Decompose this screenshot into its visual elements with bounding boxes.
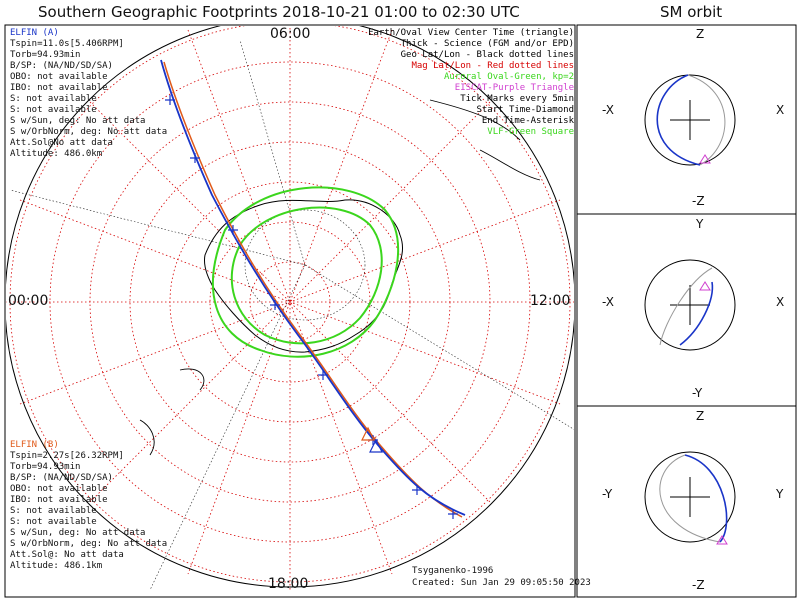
panel3-top: Z (696, 409, 705, 423)
legend-item: Start Time-Diamond (476, 105, 574, 115)
elfin-a-line: Tspin=11.0s[5.406RPM] (10, 39, 124, 49)
elfin-b-track (163, 61, 463, 518)
legend-item: Earth/Oval View Center Time (triangle) (368, 28, 574, 38)
elfin-b-info: ELFIN (B) Tspin=2.27s[26.32RPM] Torb=94.… (10, 440, 167, 572)
legend-item: VLF-Green Square (487, 127, 574, 137)
auroral-oval-inner (230, 206, 383, 345)
sm-panel-yz (644, 451, 736, 545)
map-frame (4, 24, 576, 598)
legend-item: End Time-Asterisk (481, 116, 574, 126)
elfin-a-line: IBO: not available (10, 83, 108, 93)
elfin-a-line: Att.Sol@No att data (10, 138, 113, 148)
elfin-b-line: B/SP: (NA/ND/SD/SA) (10, 473, 113, 483)
elfin-a-line: S w/Sun, deg: No att data (10, 116, 146, 126)
mlt-right-label: 12:00 (530, 293, 571, 309)
sm-panel-xz (644, 74, 736, 166)
elfin-b-line: S w/Sun, deg: No att data (10, 528, 146, 538)
legend-item: Geo Lat/Lon - Black dotted lines (400, 50, 574, 60)
panel1-left: -X (602, 103, 614, 117)
panel3-right: Y (776, 487, 784, 501)
elfin-b-line: S: not available (10, 517, 97, 527)
elfin-a-line: B/SP: (NA/ND/SD/SA) (10, 61, 113, 71)
elfin-b-center-triangle (361, 426, 375, 441)
elfin-a-line: S w/OrbNorm, deg: No att data (10, 127, 168, 137)
landmass-outlines (139, 99, 541, 456)
elfin-b-line: S w/OrbNorm, deg: No att data (10, 539, 168, 549)
elfin-a-line: Torb=94.93min (10, 50, 81, 60)
model-label: Tsyganenko-1996 (412, 566, 494, 576)
sm-panels-frame (576, 24, 797, 598)
sm-orbit-title: SM orbit (660, 3, 723, 21)
mag-latlon-grid (6, 26, 574, 590)
created-label: Created: Sun Jan 29 09:05:50 2023 (412, 578, 591, 588)
mlt-bottom-label: 18:00 (268, 576, 309, 592)
geo-latlon-grid (9, 39, 574, 591)
antarctica-coastline (204, 199, 404, 353)
elfin-b-line: Torb=94.93min (10, 462, 81, 472)
elfin-b-line: Tspin=2.27s[26.32RPM] (10, 451, 124, 461)
panel1-bottom: -Z (692, 194, 705, 208)
legend: Earth/Oval View Center Time (triangle) T… (368, 28, 574, 138)
legend-item: Tick Marks every 5min (460, 94, 574, 104)
panel1-top: Z (696, 27, 705, 41)
elfin-a-line: S: not available (10, 105, 97, 115)
panel2-right: X (776, 295, 785, 309)
auroral-oval-outer (211, 186, 399, 358)
legend-item: Mag Lat/Lon - Red dotted lines (411, 61, 574, 71)
panel3-bottom: -Z (692, 578, 705, 592)
mlt-left-label: 00:00 (8, 293, 49, 309)
elfin-a-info: ELFIN (A) Tspin=11.0s[5.406RPM] Torb=94.… (10, 28, 167, 160)
elfin-b-name: ELFIN (B) (10, 440, 59, 450)
elfin-b-line: OBO: not available (10, 484, 108, 494)
panel2-bottom: -Y (692, 386, 703, 400)
panel3-left: -Y (602, 487, 613, 501)
elfin-a-track (160, 59, 466, 516)
elfin-a-name: ELFIN (A) (10, 28, 59, 38)
legend-item: EISCAT-Purple Triangle (454, 83, 574, 93)
panel2-top: Y (696, 217, 704, 231)
sm-panel-xy (644, 259, 736, 351)
elfin-b-line: IBO: not available (10, 495, 108, 505)
map-content (6, 26, 574, 591)
legend-item: Thick - Science (FGM and/or EPD) (400, 39, 574, 49)
panel1-right: X (776, 103, 785, 117)
elfin-a-center-triangle (369, 438, 383, 453)
elfin-b-line: S: not available (10, 506, 97, 516)
elfin-a-tick-marks (165, 95, 458, 519)
elfin-a-line: S: not available (10, 94, 97, 104)
elfin-a-line: Altitude: 486.0km (10, 149, 103, 159)
mlt-top-label: 06:00 (270, 26, 311, 42)
panel2-left: -X (602, 295, 614, 309)
plot-title: Southern Geographic Footprints 2018-10-2… (38, 3, 520, 21)
legend-item: Auroral Oval-Green, kp=2 (443, 72, 574, 82)
elfin-b-line: Att.Sol@: No att data (10, 550, 124, 560)
elfin-b-line: Altitude: 486.1km (10, 561, 103, 571)
elfin-a-line: OBO: not available (10, 72, 108, 82)
earth-limb (6, 26, 574, 588)
